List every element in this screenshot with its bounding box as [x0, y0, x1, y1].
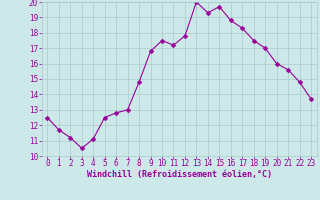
X-axis label: Windchill (Refroidissement éolien,°C): Windchill (Refroidissement éolien,°C) [87, 170, 272, 179]
